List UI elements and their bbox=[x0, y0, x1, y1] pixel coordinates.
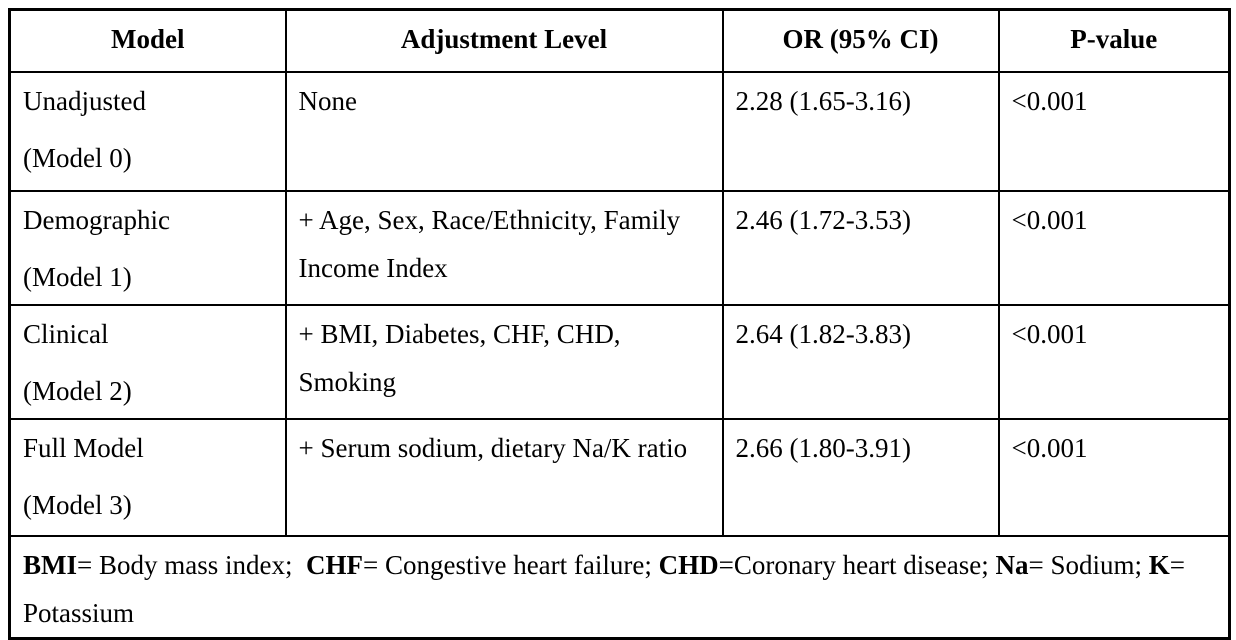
cell-adjustment: + Age, Sex, Race/Ethnicity, Family Incom… bbox=[284, 189, 724, 306]
cell-or-ci: 2.28 (1.65-3.16) bbox=[721, 70, 1000, 192]
cell-p-value: <0.001 bbox=[997, 303, 1231, 420]
model-name: Demographic bbox=[23, 204, 170, 235]
cell-p-value: <0.001 bbox=[997, 417, 1231, 537]
cell-adjustment: None bbox=[284, 70, 724, 192]
table-row-full-model: Full Model (Model 3) + Serum sodium, die… bbox=[8, 417, 1231, 537]
model-name: Clinical bbox=[23, 318, 109, 349]
table-row-unadjusted: Unadjusted (Model 0) None 2.28 (1.65-3.1… bbox=[8, 70, 1231, 192]
header-or-ci: OR (95% CI) bbox=[721, 8, 1000, 73]
model-number: (Model 1) bbox=[23, 261, 132, 292]
model-number: (Model 2) bbox=[23, 375, 132, 406]
table-footnote-row: BMI= Body mass index; CHF= Congestive he… bbox=[8, 534, 1231, 639]
cell-model: Clinical (Model 2) bbox=[8, 303, 287, 420]
cell-p-value: <0.001 bbox=[997, 70, 1231, 192]
model-name: Full Model bbox=[23, 432, 144, 463]
results-table: Model Adjustment Level OR (95% CI) P-val… bbox=[8, 8, 1231, 640]
model-number: (Model 0) bbox=[23, 142, 132, 173]
cell-model: Demographic (Model 1) bbox=[8, 189, 287, 306]
results-table-container: Model Adjustment Level OR (95% CI) P-val… bbox=[8, 8, 1231, 640]
table-row-clinical: Clinical (Model 2) + BMI, Diabetes, CHF,… bbox=[8, 303, 1231, 420]
model-name: Unadjusted bbox=[23, 85, 146, 116]
header-model: Model bbox=[8, 8, 287, 73]
cell-adjustment: + BMI, Diabetes, CHF, CHD, Smoking bbox=[284, 303, 724, 420]
cell-model: Unadjusted (Model 0) bbox=[8, 70, 287, 192]
cell-adjustment: + Serum sodium, dietary Na/K ratio bbox=[284, 417, 724, 537]
cell-or-ci: 2.64 (1.82-3.83) bbox=[721, 303, 1000, 420]
table-header-row: Model Adjustment Level OR (95% CI) P-val… bbox=[8, 8, 1231, 73]
cell-or-ci: 2.46 (1.72-3.53) bbox=[721, 189, 1000, 306]
header-p-value: P-value bbox=[997, 8, 1231, 73]
model-number: (Model 3) bbox=[23, 489, 132, 520]
table-row-demographic: Demographic (Model 1) + Age, Sex, Race/E… bbox=[8, 189, 1231, 306]
cell-p-value: <0.001 bbox=[997, 189, 1231, 306]
cell-or-ci: 2.66 (1.80-3.91) bbox=[721, 417, 1000, 537]
header-adjustment-level: Adjustment Level bbox=[284, 8, 724, 73]
cell-model: Full Model (Model 3) bbox=[8, 417, 287, 537]
table-footnote-text: BMI= Body mass index; CHF= Congestive he… bbox=[8, 534, 1231, 639]
